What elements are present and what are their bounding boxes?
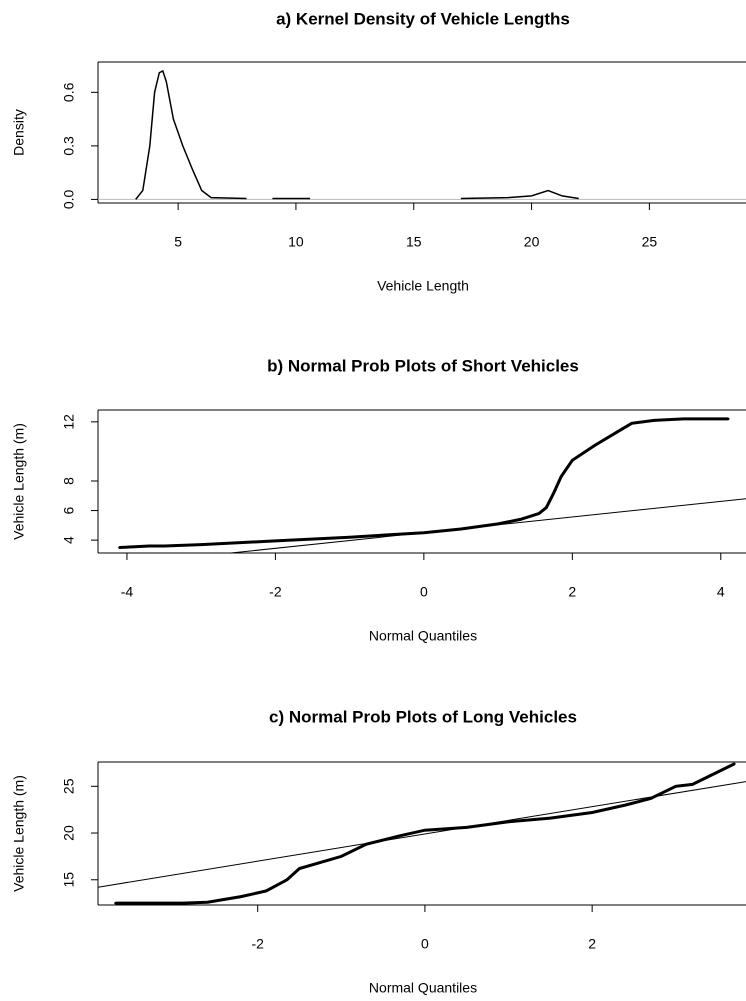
plot-area <box>98 762 746 905</box>
y-tick-label: 0.3 <box>61 136 77 156</box>
quantile-point <box>652 419 656 422</box>
quantile-point <box>559 475 563 478</box>
x-tick-label: 0 <box>420 584 428 600</box>
quantile-point <box>593 444 596 447</box>
quantile-point <box>630 422 633 425</box>
y-tick-label: 20 <box>61 825 77 841</box>
x-tick-label: -2 <box>251 936 264 952</box>
x-axis-label: Normal Quantiles <box>369 628 477 644</box>
quantile-point <box>162 544 166 548</box>
quantile-point <box>340 855 343 858</box>
quantile-point <box>519 518 522 521</box>
quantile-point <box>649 797 652 800</box>
plot-area <box>98 69 746 200</box>
quantile-point <box>726 417 730 421</box>
x-tick-label: 2 <box>588 936 596 952</box>
quantile-point <box>732 762 736 766</box>
quantile-point <box>552 491 556 495</box>
quantile-point <box>507 820 510 824</box>
x-tick-label: 2 <box>568 584 576 600</box>
y-tick-label: 25 <box>61 778 77 794</box>
x-tick-label: 25 <box>642 234 658 250</box>
quantile-point <box>423 828 427 832</box>
quantile-point <box>422 531 426 535</box>
plot-area <box>118 417 746 553</box>
quantile-point <box>682 417 685 421</box>
quantile-point <box>181 901 184 905</box>
quantile-point <box>274 539 277 543</box>
x-axis-label: Vehicle Length <box>377 278 469 294</box>
quantile-point <box>114 901 117 905</box>
y-axis-label: Vehicle Length (m) <box>11 423 27 540</box>
chart-title: b) Normal Prob Plots of Short Vehicles <box>267 356 579 375</box>
quantile-point <box>348 535 351 539</box>
x-tick-label: -2 <box>269 584 282 600</box>
density-line <box>135 69 579 200</box>
quantile-point <box>496 522 500 526</box>
quantile-point <box>590 811 594 814</box>
y-tick-label: 6 <box>61 506 77 514</box>
chart-title: a) Kernel Density of Vehicle Lengths <box>276 9 570 28</box>
y-axis-label: Vehicle Length (m) <box>11 775 27 892</box>
quantile-point <box>239 895 243 898</box>
y-tick-label: 0.6 <box>61 82 77 102</box>
quantile-point <box>571 458 574 462</box>
x-tick-label: 4 <box>717 584 725 600</box>
y-tick-label: 0.0 <box>61 189 77 209</box>
x-tick-label: 0 <box>421 936 429 952</box>
quantile-point <box>285 878 289 882</box>
quantile-point <box>398 834 402 838</box>
quantile-point <box>264 889 268 893</box>
y-tick-label: 12 <box>61 414 77 430</box>
quantile-point <box>465 826 469 829</box>
quantile-point <box>704 417 708 421</box>
quantile-point <box>545 506 548 509</box>
y-tick-label: 4 <box>61 536 77 544</box>
x-tick-label: -4 <box>121 584 134 600</box>
x-tick-label: 5 <box>174 234 182 250</box>
quantile-point <box>537 512 541 515</box>
quantile-point <box>118 546 121 549</box>
quantile-point <box>615 430 619 434</box>
quantile-point <box>199 543 203 546</box>
quantile-point <box>206 900 209 904</box>
y-tick-label: 8 <box>61 477 77 485</box>
quantile-point <box>298 867 301 870</box>
quantile-points <box>119 417 729 549</box>
y-axis-label: Density <box>11 109 27 156</box>
x-axis-label: Normal Quantiles <box>369 980 477 996</box>
quantile-point <box>133 545 136 549</box>
x-tick-label: 20 <box>524 234 540 250</box>
quantile-point <box>691 783 694 786</box>
x-tick-label: 15 <box>406 234 422 250</box>
reference-line <box>98 781 746 888</box>
chart-title: c) Normal Prob Plots of Long Vehicles <box>269 707 577 726</box>
quantile-point <box>624 803 627 807</box>
quantile-point <box>459 527 463 531</box>
y-tick-label: 15 <box>61 872 77 888</box>
quantile-point <box>147 901 151 905</box>
x-tick-label: 10 <box>288 234 304 250</box>
quantile-point <box>147 544 151 548</box>
quantile-point <box>674 785 678 788</box>
quantile-point <box>365 842 368 846</box>
quantile-point <box>549 816 552 820</box>
